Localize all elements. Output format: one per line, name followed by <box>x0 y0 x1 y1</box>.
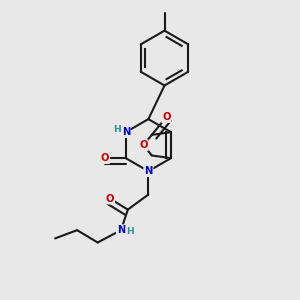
Text: O: O <box>106 194 114 204</box>
Text: N: N <box>122 127 130 137</box>
Text: O: O <box>162 112 170 122</box>
Text: H: H <box>126 227 134 236</box>
Text: N: N <box>144 166 153 176</box>
Text: H: H <box>113 125 121 134</box>
Text: O: O <box>100 153 109 163</box>
Text: O: O <box>139 140 148 150</box>
Text: N: N <box>117 225 125 235</box>
